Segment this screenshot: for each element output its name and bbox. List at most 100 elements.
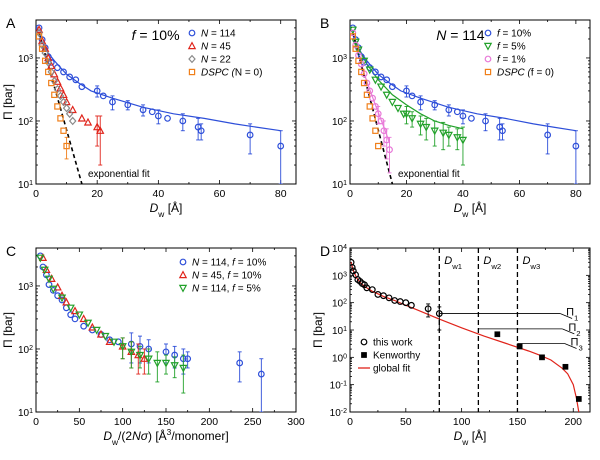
data-point bbox=[66, 304, 75, 313]
x-tick-label: 60 bbox=[514, 188, 526, 200]
x-tick-label: 80 bbox=[570, 188, 582, 200]
data-point bbox=[372, 68, 379, 76]
y-tick-label: 103 bbox=[18, 281, 33, 293]
x-tick-label: 300 bbox=[287, 416, 305, 428]
y-tick-label: 101 bbox=[18, 180, 33, 192]
data-point bbox=[350, 33, 357, 40]
panel-c: 101 102 103 0 50 100 150 200 250 300 C Dw/(2Nσ) [Å3… bbox=[1, 243, 305, 447]
y-axis-label: Π [bar] bbox=[1, 84, 15, 120]
series-group bbox=[350, 33, 382, 150]
y-tick-label: 104 bbox=[332, 244, 347, 256]
data-point bbox=[70, 306, 80, 315]
legend-label: N = 45, f = 10% bbox=[192, 271, 262, 282]
x-tick-label: 50 bbox=[73, 416, 85, 428]
data-point bbox=[96, 126, 105, 134]
x-tick-label: 200 bbox=[564, 416, 582, 428]
data-point bbox=[38, 253, 48, 261]
pi-level-label: Π2 bbox=[568, 322, 580, 338]
data-point bbox=[109, 98, 116, 106]
x-tick-label: 150 bbox=[157, 416, 175, 428]
data-point bbox=[78, 83, 86, 91]
legend-label: f = 5% bbox=[497, 42, 526, 53]
data-point bbox=[118, 343, 127, 352]
y-tick-label: 102 bbox=[332, 298, 347, 310]
series-group bbox=[350, 26, 468, 166]
dw-boundary-label: Dw1 bbox=[444, 255, 462, 271]
panel-title: N = 114 bbox=[436, 27, 485, 43]
series-group bbox=[36, 33, 70, 160]
data-point bbox=[360, 79, 368, 87]
data-point bbox=[59, 97, 68, 107]
legend-marker bbox=[360, 338, 368, 346]
fit-line bbox=[352, 32, 576, 132]
data-point bbox=[363, 91, 371, 99]
data-point bbox=[422, 123, 431, 132]
pi-level-label: Π1 bbox=[566, 307, 578, 323]
dw-boundary-label: Dw3 bbox=[522, 255, 540, 271]
annotation: exponential fit bbox=[398, 169, 460, 180]
legend-label: this work bbox=[373, 338, 413, 349]
data-point bbox=[408, 92, 416, 100]
y-tick-label: 102 bbox=[18, 116, 33, 128]
y-tick-label: 103 bbox=[332, 271, 347, 283]
data-point bbox=[53, 77, 62, 85]
data-point bbox=[109, 338, 119, 347]
pi-level-label: Π3 bbox=[571, 337, 583, 353]
x-axis-label: Dw [Å] bbox=[454, 428, 487, 447]
data-point bbox=[562, 363, 569, 370]
legend-marker bbox=[188, 29, 196, 37]
data-point bbox=[417, 98, 424, 106]
series-group bbox=[350, 258, 443, 331]
x-tick-label: 0 bbox=[33, 416, 39, 428]
series-group bbox=[350, 29, 393, 174]
data-point bbox=[54, 103, 61, 110]
data-point bbox=[36, 24, 43, 32]
data-point bbox=[453, 108, 461, 116]
legend-marker bbox=[178, 284, 188, 293]
data-point bbox=[38, 40, 46, 50]
legend-marker bbox=[484, 29, 492, 37]
data-point bbox=[372, 127, 379, 134]
legend: this work Kenworthy global fit bbox=[358, 338, 420, 375]
data-point bbox=[575, 396, 582, 402]
panel-label: A bbox=[6, 15, 16, 31]
data-point bbox=[369, 115, 376, 122]
data-point bbox=[368, 286, 376, 294]
data-point bbox=[99, 92, 107, 100]
data-point bbox=[49, 285, 58, 294]
data-point bbox=[444, 131, 454, 140]
data-point bbox=[407, 301, 415, 309]
data-point bbox=[403, 87, 410, 95]
data-point bbox=[57, 294, 67, 303]
data-point bbox=[36, 254, 45, 263]
data-point bbox=[197, 127, 205, 135]
annotation: exponential fit bbox=[88, 169, 150, 180]
data-point bbox=[482, 117, 489, 125]
data-point bbox=[79, 314, 88, 323]
data-point bbox=[459, 112, 467, 120]
data-point bbox=[236, 359, 244, 367]
data-point bbox=[257, 370, 265, 378]
data-point bbox=[369, 94, 376, 102]
data-point bbox=[83, 117, 93, 126]
data-point bbox=[62, 103, 71, 113]
x-tick-label: 50 bbox=[400, 416, 412, 428]
x-tick-label: 250 bbox=[244, 416, 262, 428]
data-point bbox=[36, 25, 44, 33]
data-point bbox=[393, 104, 403, 113]
legend-marker bbox=[484, 55, 492, 63]
legend: N = 114, f = 10% N = 45, f = 10% N = 114, … bbox=[178, 258, 266, 295]
legend-label: N = 45 bbox=[201, 42, 231, 53]
data-point bbox=[246, 131, 254, 139]
data-point bbox=[445, 106, 453, 114]
data-point bbox=[355, 57, 362, 65]
legend-marker bbox=[188, 68, 196, 76]
data-point bbox=[38, 45, 46, 52]
y-tick-label: 102 bbox=[18, 344, 33, 356]
data-point bbox=[60, 68, 67, 76]
x-tick-label: 40 bbox=[457, 188, 469, 200]
panel-label: D bbox=[320, 243, 330, 259]
data-point bbox=[44, 275, 54, 284]
legend-label: Kenworthy bbox=[373, 351, 420, 362]
data-point bbox=[352, 45, 359, 52]
